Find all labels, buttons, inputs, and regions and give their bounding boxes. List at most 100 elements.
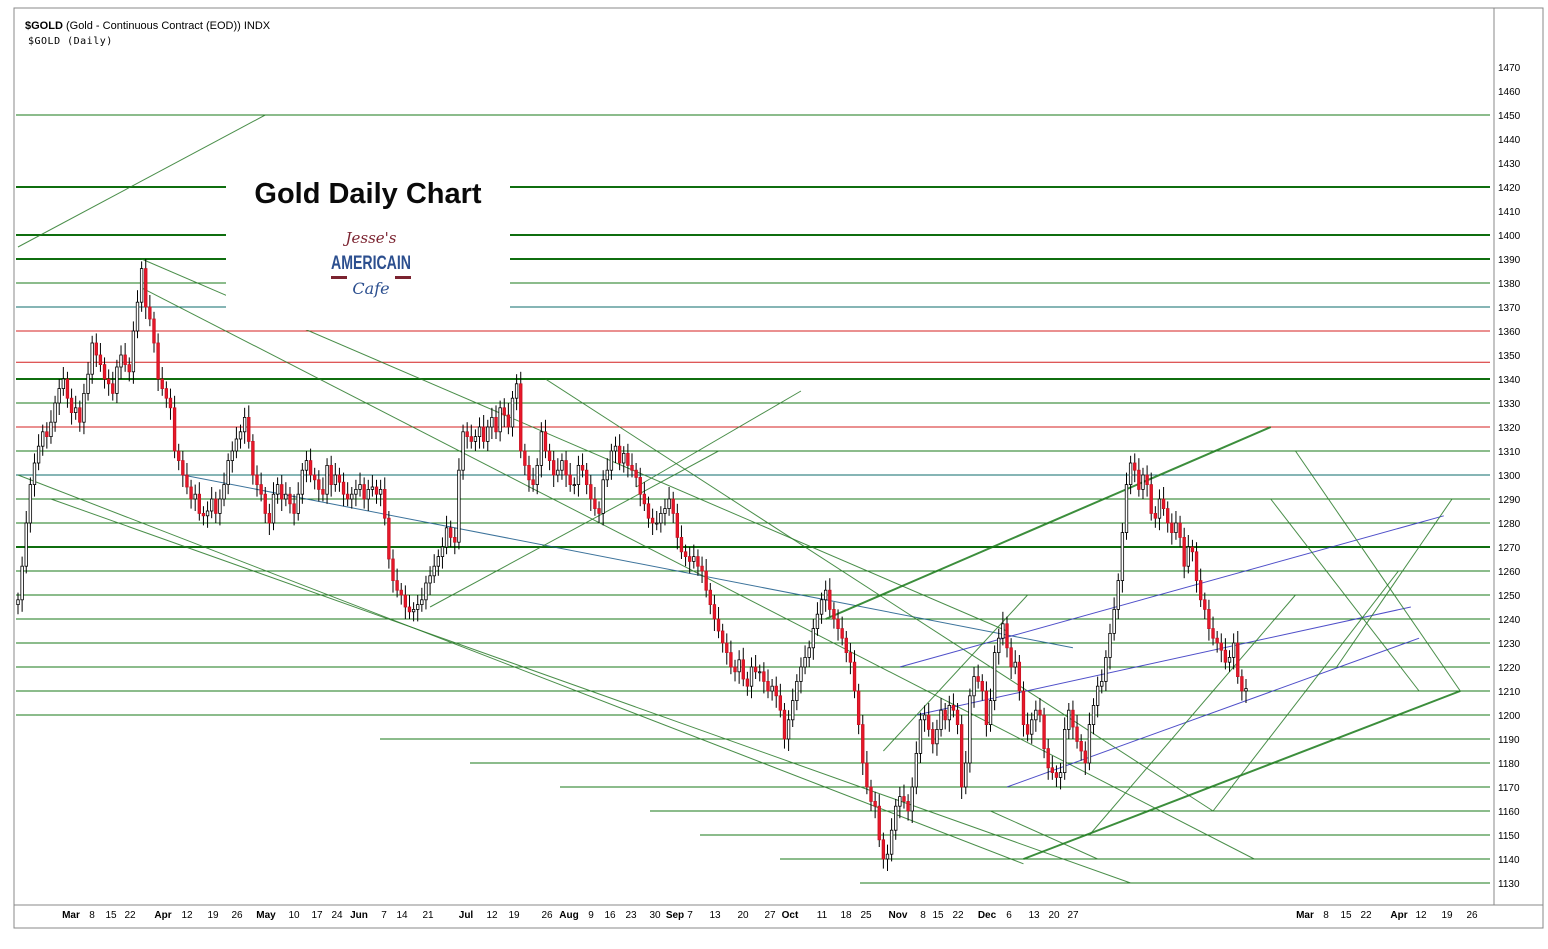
candle-body xyxy=(370,486,375,490)
y-tick-label: 1380 xyxy=(1498,279,1521,290)
candle-body xyxy=(914,753,919,788)
trendline-9 xyxy=(1023,690,1461,860)
x-tick-label: 20 xyxy=(737,910,749,921)
x-tick-label: 11 xyxy=(817,910,828,921)
y-tick-label: 1140 xyxy=(1498,855,1520,866)
candle-body xyxy=(712,604,717,620)
candle-body xyxy=(98,354,103,366)
candle-body xyxy=(1227,657,1232,663)
candle-body xyxy=(1198,580,1203,601)
time-axis: Mar 8 15 22 Apr 12 19 26 May 10 17 24 Jun 7 14 21 Jul 12 1… xyxy=(62,910,1478,921)
candle-body xyxy=(543,431,548,452)
y-tick-label: 1360 xyxy=(1498,327,1521,338)
candle-body xyxy=(589,484,593,500)
candle-body xyxy=(238,431,243,440)
candle-body xyxy=(1112,609,1116,634)
candle-body xyxy=(313,474,317,481)
candle-body xyxy=(910,786,914,812)
y-tick-label: 1240 xyxy=(1498,615,1521,626)
candle-body xyxy=(819,599,824,615)
candle-body xyxy=(1170,522,1174,534)
candle-body xyxy=(481,426,486,442)
candle-body xyxy=(156,342,160,380)
y-tick-label: 1280 xyxy=(1498,519,1521,530)
x-tick-label: 15 xyxy=(932,910,944,921)
candle-body xyxy=(1236,642,1240,677)
x-tick-label: 9 xyxy=(588,910,594,921)
candle-body xyxy=(387,517,391,560)
x-tick-label: 22 xyxy=(1360,910,1372,921)
candle-body xyxy=(815,613,820,630)
candle-body xyxy=(531,479,535,485)
candle-body xyxy=(1231,642,1236,658)
candle-body xyxy=(997,637,1001,654)
candle-body xyxy=(242,416,247,433)
candle-body xyxy=(325,464,329,495)
candle-body xyxy=(1095,685,1100,706)
candle-body xyxy=(358,484,362,490)
candle-body xyxy=(1157,498,1162,519)
candle-body xyxy=(444,527,449,548)
candle-body xyxy=(168,397,173,409)
x-tick-label: 17 xyxy=(311,910,323,921)
candle-body xyxy=(111,383,115,394)
candle-body xyxy=(1149,484,1153,514)
candle-body xyxy=(193,493,197,500)
candle-body xyxy=(374,486,379,495)
candle-body xyxy=(267,513,272,524)
candle-body xyxy=(609,450,614,471)
candle-body xyxy=(564,460,568,476)
candle-body xyxy=(477,426,482,438)
candle-body xyxy=(119,354,123,368)
candle-body xyxy=(391,558,395,582)
candle-body xyxy=(337,474,342,483)
candle-body xyxy=(383,488,387,519)
candle-body xyxy=(403,594,408,608)
trendline-14 xyxy=(1270,498,1420,692)
x-tick-label: 15 xyxy=(105,910,117,921)
candle-body xyxy=(980,681,984,692)
candle-body xyxy=(362,484,366,500)
candle-body xyxy=(753,666,758,673)
trendline-21 xyxy=(1336,498,1453,668)
candle-body xyxy=(284,493,288,500)
logo-line3: Cafe xyxy=(352,279,389,298)
y-tick-label: 1470 xyxy=(1498,63,1521,74)
candle-body xyxy=(729,652,733,668)
candle-body xyxy=(90,342,94,375)
candle-body xyxy=(465,431,469,437)
y-tick-label: 1330 xyxy=(1498,399,1521,410)
trendline-5 xyxy=(50,498,1131,884)
candle-body xyxy=(737,659,741,673)
candle-body xyxy=(906,801,910,812)
y-tick-label: 1190 xyxy=(1498,735,1520,746)
candle-body xyxy=(82,392,86,423)
candle-body xyxy=(539,431,544,466)
trendline-20 xyxy=(1212,570,1399,812)
candle-body xyxy=(523,450,527,466)
candle-body xyxy=(692,556,696,562)
candle-body xyxy=(329,464,333,485)
candle-body xyxy=(366,488,370,500)
candle-body xyxy=(271,493,276,524)
candle-body xyxy=(1166,508,1170,524)
x-tick-label: 10 xyxy=(288,910,300,921)
candle-body xyxy=(951,705,956,711)
candle-body xyxy=(341,481,346,495)
candle-body xyxy=(766,681,770,692)
candle-body xyxy=(1067,709,1071,730)
candle-body xyxy=(201,513,206,517)
y-tick-label: 1160 xyxy=(1498,807,1520,818)
x-tick-label: Oct xyxy=(782,910,799,921)
candle-body xyxy=(1207,609,1211,630)
candle-body xyxy=(741,659,745,680)
candle-body xyxy=(94,342,98,356)
candle-body xyxy=(696,556,700,567)
chart-subtitle: $GOLD (Daily) xyxy=(28,36,113,47)
candle-body xyxy=(877,805,881,841)
x-tick-label: 15 xyxy=(1340,910,1352,921)
candle-body xyxy=(683,551,688,557)
candle-body xyxy=(230,450,234,462)
candle-body xyxy=(782,709,787,740)
candle-body xyxy=(927,714,931,730)
